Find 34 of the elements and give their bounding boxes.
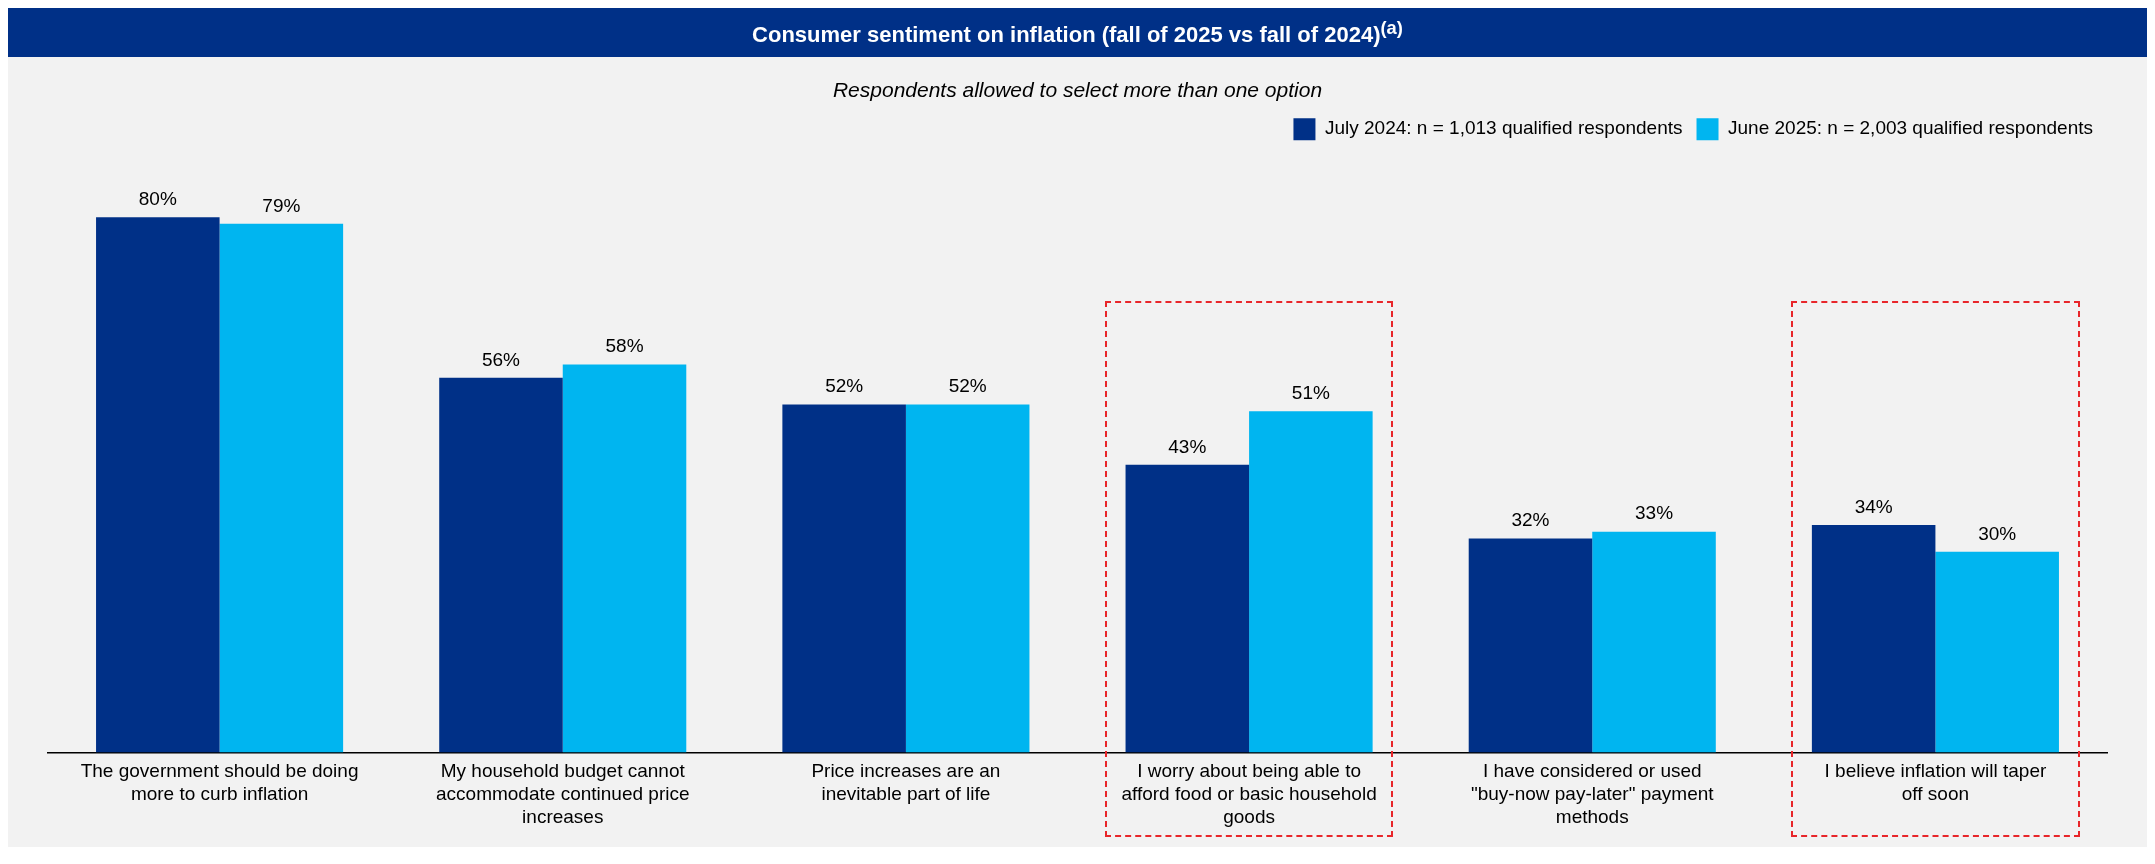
data-label: 43% bbox=[1168, 435, 1207, 457]
data-label: 51% bbox=[1291, 382, 1330, 404]
bar bbox=[562, 364, 687, 753]
legend-label: June 2025: n = 2,003 qualified respondents bbox=[1728, 117, 2093, 139]
data-label: 56% bbox=[481, 348, 521, 370]
data-label: 34% bbox=[1854, 496, 1893, 518]
bar bbox=[1935, 552, 2059, 753]
bar bbox=[1592, 532, 1716, 753]
x-tick-label: My household budget cannot accommodate continued price increases bbox=[436, 760, 690, 828]
bar bbox=[1468, 538, 1593, 753]
bar bbox=[1125, 465, 1250, 753]
bar bbox=[782, 404, 906, 753]
data-label: 52% bbox=[825, 375, 864, 397]
data-label: 33% bbox=[1635, 502, 1674, 524]
bar bbox=[1811, 525, 1936, 753]
data-label: 58% bbox=[605, 335, 644, 357]
bar bbox=[96, 217, 220, 753]
chart-subtitle: Respondents allowed to select more than one option bbox=[832, 78, 1323, 102]
x-tick-label: I worry about being able to afford food or basic household goods bbox=[1121, 760, 1377, 828]
data-label: 30% bbox=[1978, 522, 2017, 544]
bar bbox=[1249, 411, 1373, 753]
data-label: 52% bbox=[948, 375, 987, 397]
bar bbox=[905, 404, 1030, 753]
legend-label: July 2024: n = 1,013 qualified respondents bbox=[1324, 117, 1683, 139]
x-tick-label: The government should be doing more to curb inflation bbox=[80, 760, 359, 805]
x-tick-label: I believe inflation will taper off soon bbox=[1824, 760, 2047, 805]
data-label: 79% bbox=[262, 194, 301, 216]
x-tick-label: I have considered or used "buy-now pay-later" payment methods bbox=[1470, 760, 1715, 828]
data-label: 32% bbox=[1511, 509, 1550, 531]
x-tick-label: Price increases are an inevitable part of life bbox=[811, 760, 1001, 805]
bar bbox=[439, 378, 563, 753]
data-label: 80% bbox=[138, 188, 177, 210]
chart-title: Consumer sentiment on inflation (fall of 2025 vs fall of 2024)$^{(a)}$ bbox=[8, 8, 2147, 58]
bar bbox=[219, 224, 344, 753]
